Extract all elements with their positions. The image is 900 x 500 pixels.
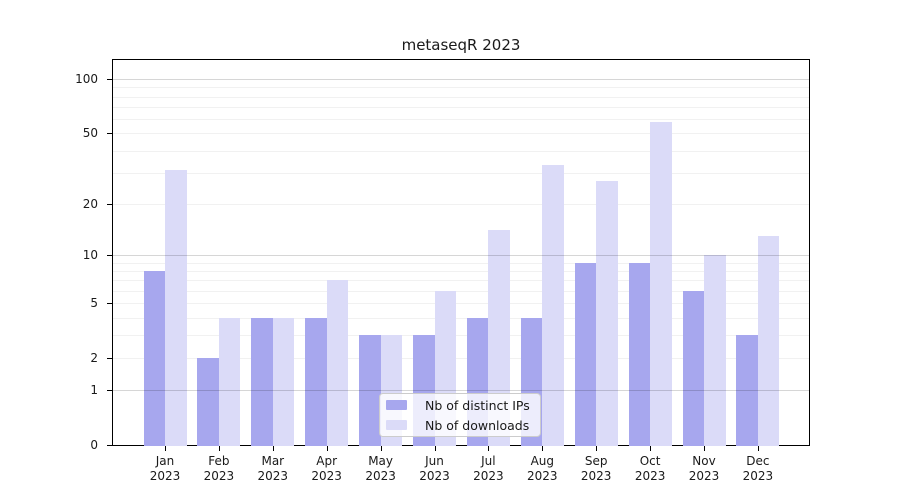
- gridline-minor: [113, 303, 809, 304]
- gridline-minor: [113, 290, 809, 292]
- y-tick-mark: [107, 358, 112, 359]
- bar-distinct-ips: [197, 358, 219, 446]
- legend-item-distinct-ips: Nb of distinct IPs: [386, 397, 534, 413]
- gridline-minor: [113, 280, 809, 282]
- bar-distinct-ips: [574, 262, 597, 446]
- y-tick-label: 1: [90, 383, 98, 398]
- x-tick-label: Oct 2023: [634, 454, 666, 483]
- legend-label-downloads: Nb of downloads: [425, 417, 530, 433]
- gridline-major: [113, 254, 809, 256]
- bar-downloads: [542, 165, 564, 446]
- gridline-minor: [113, 335, 809, 337]
- gridline-minor: [113, 270, 809, 272]
- y-tick-mark: [107, 203, 112, 205]
- y-tick-mark: [107, 133, 112, 135]
- bar-downloads: [165, 170, 187, 446]
- bar-downloads: [596, 180, 618, 446]
- legend: Nb of distinct IPs Nb of downloads: [379, 393, 541, 437]
- bar-downloads: [650, 121, 672, 446]
- bar-distinct-ips: [251, 317, 273, 446]
- legend-label-distinct-ips: Nb of distinct IPs: [425, 397, 530, 413]
- x-tick-mark: [757, 446, 759, 451]
- x-tick-label: Aug 2023: [527, 454, 558, 483]
- x-tick-mark: [326, 446, 328, 451]
- y-tick-label: 50: [82, 126, 98, 141]
- x-tick-mark: [165, 446, 166, 451]
- legend-item-downloads: Nb of downloads: [386, 417, 534, 433]
- x-tick-label: Jul 2023: [473, 454, 504, 483]
- bar-downloads: [757, 235, 780, 446]
- y-tick-label: 10: [82, 247, 98, 262]
- bar-downloads: [704, 254, 726, 446]
- gridline-minor: [113, 172, 809, 174]
- bar-downloads: [326, 280, 349, 446]
- bar-distinct-ips: [682, 290, 704, 446]
- x-tick-mark: [542, 446, 544, 451]
- x-tick-mark: [218, 446, 220, 451]
- gridline-minor: [113, 133, 809, 135]
- x-tick-label: Sep 2023: [580, 454, 612, 483]
- x-tick-label: Jan 2023: [149, 454, 181, 483]
- y-tick-mark: [107, 254, 112, 256]
- gridline-major: [113, 390, 809, 392]
- gridline-minor: [113, 96, 809, 98]
- plot-area: [112, 59, 810, 446]
- chart-title: metaseqR 2023: [401, 36, 521, 54]
- x-tick-label: Apr 2023: [311, 454, 342, 483]
- gridline-minor: [113, 358, 809, 359]
- x-tick-mark: [704, 446, 705, 451]
- y-tick-label: 5: [90, 296, 98, 310]
- bar-downloads: [488, 230, 510, 446]
- y-tick-label: 0: [90, 438, 98, 453]
- y-tick-label: 2: [90, 351, 98, 365]
- bar-downloads: [272, 317, 295, 446]
- x-tick-mark: [650, 446, 652, 451]
- gridline-minor: [113, 317, 809, 319]
- gridline-minor: [113, 107, 809, 108]
- x-tick-label: Feb 2023: [203, 454, 235, 483]
- bar-downloads: [218, 317, 241, 446]
- gridline-minor: [113, 87, 809, 89]
- bar-distinct-ips: [305, 317, 327, 446]
- legend-swatch-downloads: [386, 420, 407, 430]
- bar-distinct-ips: [359, 335, 381, 446]
- bar-distinct-ips: [628, 262, 651, 446]
- x-tick-mark: [596, 446, 598, 451]
- y-tick-mark: [107, 303, 112, 304]
- x-tick-mark: [434, 446, 436, 451]
- y-tick-label: 100: [75, 72, 98, 86]
- y-tick-label: 20: [82, 196, 98, 211]
- legend-swatch-distinct-ips: [386, 400, 407, 410]
- x-tick-label: Jun 2023: [419, 454, 450, 483]
- x-tick-label: May 2023: [365, 454, 396, 483]
- gridline-minor: [113, 262, 809, 264]
- bar-distinct-ips: [736, 335, 758, 446]
- gridline-major: [113, 79, 809, 80]
- x-tick-label: Mar 2023: [257, 454, 289, 483]
- x-tick-mark: [380, 446, 382, 451]
- gridline-minor: [113, 150, 809, 152]
- x-tick-mark: [272, 446, 274, 451]
- y-tick-mark: [107, 445, 112, 447]
- bar-distinct-ips: [143, 270, 165, 446]
- x-tick-label: Nov 2023: [688, 454, 720, 483]
- x-tick-label: Dec 2023: [742, 454, 774, 483]
- y-tick-mark: [107, 79, 112, 80]
- y-tick-mark: [107, 390, 112, 392]
- gridline-minor: [113, 203, 809, 205]
- gridline-minor: [113, 119, 809, 120]
- x-tick-mark: [488, 446, 490, 451]
